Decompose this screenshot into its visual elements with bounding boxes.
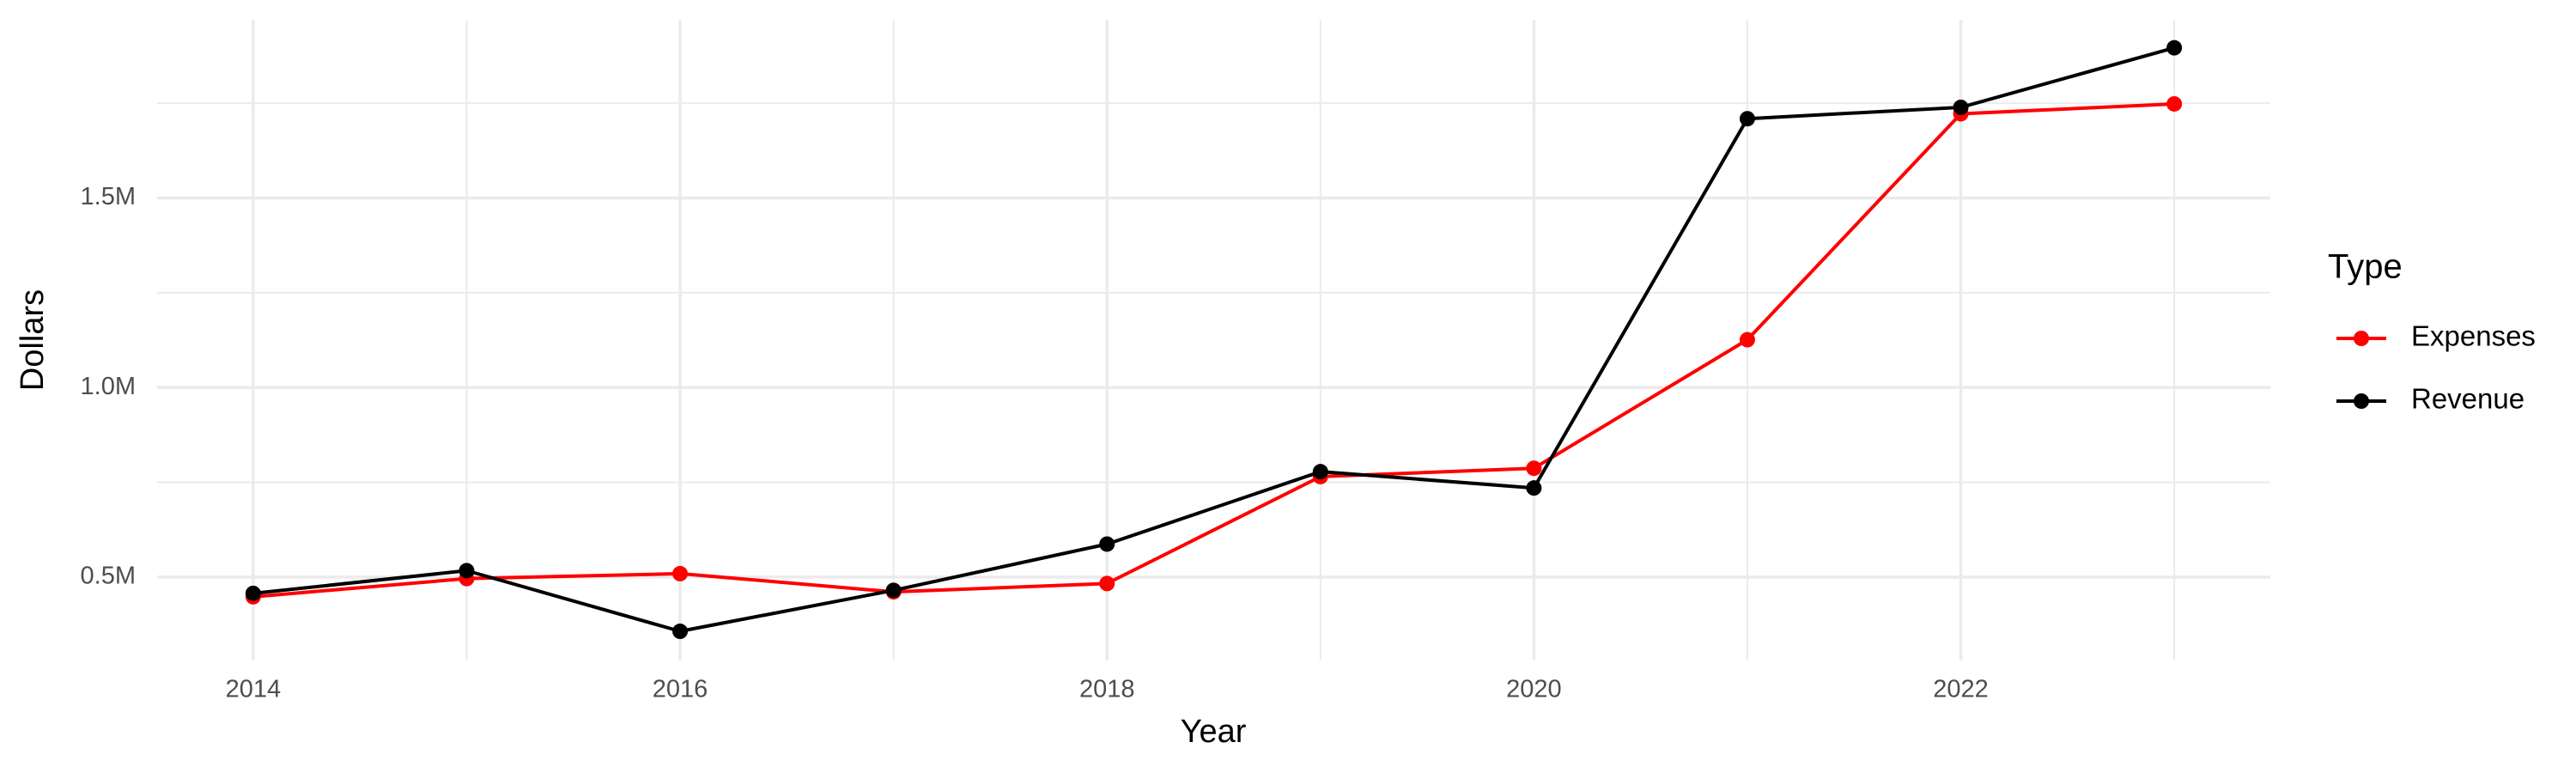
data-point	[1526, 460, 1542, 477]
legend-point	[2354, 331, 2369, 346]
legend-label: Revenue	[2411, 383, 2524, 415]
x-tick-label: 2018	[1079, 676, 1135, 703]
y-tick-label: 1.5M	[81, 183, 136, 210]
data-point	[1739, 332, 1755, 348]
data-point	[1739, 111, 1755, 127]
y-tick-label: 1.0M	[81, 373, 136, 400]
data-point	[2166, 40, 2183, 56]
data-point	[2166, 95, 2183, 112]
x-tick-label: 2020	[1506, 676, 1562, 703]
data-point	[672, 624, 689, 640]
y-tick-label: 0.5M	[81, 563, 136, 590]
y-axis-title: Dollars	[15, 289, 51, 391]
data-point	[1312, 464, 1328, 480]
series-line	[252, 101, 2175, 599]
data-point	[1099, 536, 1115, 552]
data-point	[1953, 99, 1969, 115]
data-point	[245, 585, 261, 601]
data-point	[1099, 575, 1115, 592]
x-tick-label: 2022	[1933, 676, 1989, 703]
x-tick-label: 2014	[226, 676, 282, 703]
data-point	[885, 582, 902, 599]
data-point	[1526, 480, 1542, 496]
x-tick-label: 2016	[653, 676, 708, 703]
x-axis-title: Year	[1181, 714, 1247, 750]
legend-point	[2354, 393, 2369, 409]
legend-title: Type	[2328, 248, 2403, 286]
legend-label: Expenses	[2411, 320, 2536, 352]
data-point	[459, 563, 475, 579]
data-point	[672, 565, 689, 581]
series-line	[252, 46, 2175, 634]
